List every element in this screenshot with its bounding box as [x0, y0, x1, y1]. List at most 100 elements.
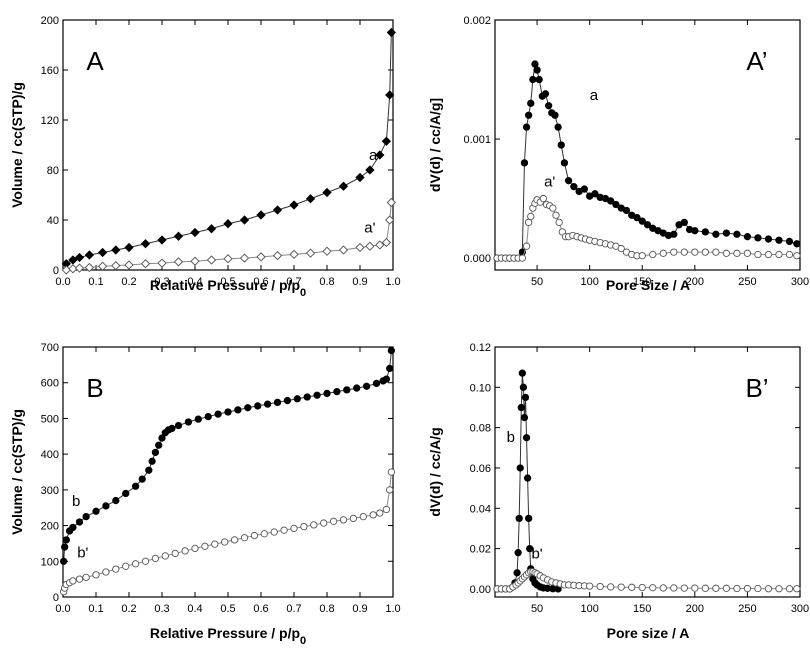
data-point [785, 250, 794, 259]
data-point [273, 398, 282, 407]
data-point [622, 206, 631, 215]
data-point [701, 228, 709, 236]
data-point [305, 194, 316, 204]
data-point [659, 249, 667, 257]
data-point [376, 509, 384, 517]
data-point [158, 434, 166, 442]
data-point [386, 486, 394, 494]
chart-panel-b-prime: 50 100 150 200 250 300 0.00 0.02 0.04 0.06 0.08 0.1… [427, 342, 809, 641]
data-point [525, 111, 533, 119]
data-point [68, 255, 78, 265]
data-point [643, 221, 652, 229]
data-point [289, 249, 299, 260]
curve-label: a' [364, 220, 375, 237]
data-point [69, 523, 77, 532]
data-point [570, 183, 578, 191]
data-point [313, 391, 321, 399]
series-b-prime [60, 468, 395, 596]
data-point [586, 582, 594, 590]
data-point [244, 404, 252, 412]
panel-label: B [86, 373, 103, 403]
data-point [785, 237, 794, 246]
data-point [338, 181, 349, 191]
data-point [355, 172, 365, 183]
x-tick-label: 0.9 [352, 276, 367, 288]
data-point [157, 235, 167, 245]
data-point [230, 536, 239, 544]
data-point [607, 197, 615, 205]
x-tick-label: 0.6 [253, 276, 268, 288]
data-point [190, 256, 200, 266]
data-point [649, 584, 657, 592]
data-point [381, 237, 392, 248]
data-point [102, 502, 110, 510]
y-tick-label: 0.08 [470, 423, 491, 435]
x-tick-label: 0.5 [220, 276, 235, 288]
data-point [520, 159, 529, 167]
data-point [322, 187, 332, 198]
data-point [145, 466, 153, 474]
data-point [75, 518, 84, 526]
y-tick-label: 0 [53, 592, 59, 604]
series-a [493, 60, 801, 262]
data-point [541, 90, 550, 98]
y-tick-label: 300 [41, 485, 59, 497]
data-point [515, 514, 523, 523]
data-point [234, 406, 242, 414]
data-point [272, 250, 283, 261]
data-point [111, 260, 121, 271]
data-point [764, 235, 773, 243]
x-tick-label: 50 [531, 276, 543, 288]
x-tick-label: 150 [633, 276, 651, 288]
data-point [793, 585, 801, 593]
curve-label: a [369, 147, 378, 164]
data-point [303, 393, 311, 401]
x-tick-label: 0.0 [55, 603, 70, 615]
plot-frame [62, 19, 394, 271]
curve-label: a [590, 87, 599, 104]
data-point [82, 573, 90, 582]
data-point [580, 185, 589, 193]
data-point [617, 583, 625, 591]
data-point [375, 240, 385, 250]
x-tick-label: 100 [580, 276, 598, 288]
data-point [84, 250, 95, 260]
y-tick-label: 500 [41, 413, 59, 425]
data-point [531, 60, 539, 68]
data-point [168, 424, 176, 433]
data-point [204, 412, 212, 421]
data-point [521, 393, 530, 402]
data-point [359, 512, 367, 521]
data-point [122, 562, 130, 570]
series-a [61, 27, 396, 269]
data-point [385, 90, 395, 100]
data-point [535, 75, 543, 84]
data-point [62, 536, 70, 544]
y-axis-label: dV(d) / cc/A/g [427, 427, 443, 516]
data-point [793, 252, 801, 260]
data-point [701, 248, 709, 256]
data-point [649, 250, 657, 259]
data-point [670, 230, 678, 238]
data-point [382, 375, 391, 383]
data-point [122, 489, 130, 498]
chart-panel-a: 0.0 0.1 0.2 0.3 0.4 0.5 0.6 0.7 0.8 0.9 1.0 0 40 80 12… [9, 15, 401, 299]
data-point [743, 584, 752, 593]
data-point [112, 565, 120, 573]
x-tick-label: 0.4 [187, 603, 202, 615]
data-point [549, 204, 557, 212]
data-point [250, 531, 259, 540]
y-tick-label: 0.06 [470, 463, 491, 475]
data-point [525, 514, 533, 523]
data-point [353, 384, 361, 392]
data-point [272, 205, 283, 215]
y-tick-label: 40 [47, 215, 59, 227]
x-axis-label: Relative Pressure / p/p0 [150, 625, 306, 647]
data-point [206, 255, 217, 265]
data-point [112, 496, 120, 505]
data-point [355, 242, 365, 253]
data-point [365, 165, 375, 175]
data-point [305, 248, 316, 258]
data-point [638, 217, 646, 225]
